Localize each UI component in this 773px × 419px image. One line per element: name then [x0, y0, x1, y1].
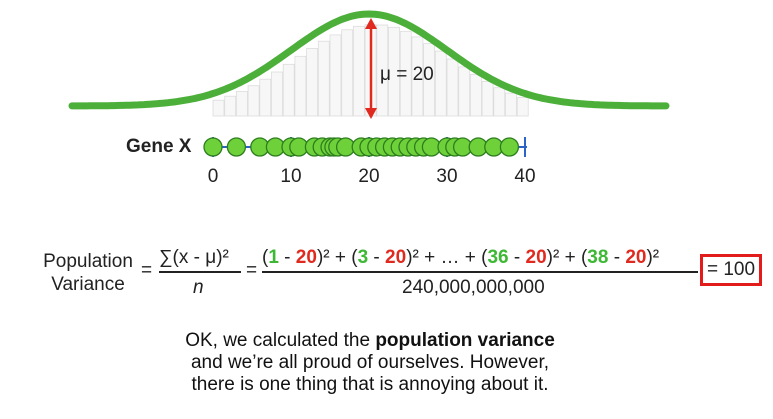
histogram-bar	[434, 50, 447, 117]
histogram-bar	[388, 26, 400, 117]
histogram-bar	[329, 34, 342, 117]
mean-arrow-head-top	[365, 18, 377, 29]
gene-label: Gene X	[126, 136, 192, 157]
sample-dot	[499, 137, 520, 157]
histogram-bar	[458, 66, 471, 117]
histogram-bar	[411, 36, 424, 117]
histogram-bar	[376, 24, 389, 117]
histogram-bar	[224, 95, 237, 117]
symbolic-numerator: ∑(x - μ)²	[159, 247, 229, 268]
expanded-numerator: (1 - 20)² + (3 - 20)² + … + (36 - 20)² +…	[262, 247, 660, 268]
equals-sign-1: =	[141, 260, 153, 281]
histogram-bar	[317, 40, 330, 117]
mean-arrow-head-bottom	[365, 108, 377, 119]
symbolic-fraction-bar	[159, 271, 241, 273]
histogram-bar	[399, 30, 412, 117]
histogram-bar	[505, 92, 517, 117]
axis-tick-label: 0	[208, 166, 219, 187]
histogram-bar	[271, 71, 283, 117]
symbolic-denominator: n	[193, 277, 204, 298]
axis-tick-label: 30	[436, 166, 457, 187]
equals-sign-2: =	[246, 260, 258, 281]
histogram-bar	[493, 87, 506, 117]
variance-result-box: = 100	[700, 254, 762, 286]
caption-text: OK, we calculated the population varianc…	[185, 330, 555, 395]
histogram-bar	[259, 78, 272, 117]
histogram-bar	[469, 74, 482, 117]
distribution-figure: μ = 20 Gene X 0 10 20 30 40	[68, 10, 670, 187]
axis-tick-label: 10	[280, 166, 301, 187]
axis-tick-label: 20	[358, 166, 379, 187]
histogram-bar	[212, 99, 225, 117]
mean-label: μ = 20	[380, 64, 434, 85]
histogram-bar	[294, 55, 307, 117]
normal-curve	[68, 10, 670, 110]
sample-dot	[226, 137, 247, 157]
histogram-bar	[481, 81, 494, 117]
histogram-bar	[423, 43, 436, 117]
lhs-line2: Variance	[51, 274, 125, 295]
histogram-bar	[352, 25, 365, 117]
histogram-bar	[516, 97, 529, 117]
lhs-line1: Population	[43, 251, 133, 272]
histogram-bar	[247, 85, 260, 117]
expanded-fraction-bar	[262, 271, 698, 273]
histogram-bar	[446, 58, 459, 117]
histogram-bar	[282, 63, 295, 117]
variance-result: = 100	[706, 259, 756, 280]
histogram-bar	[235, 91, 248, 117]
expanded-denominator: 240,000,000,000	[402, 277, 545, 298]
histogram-bar	[341, 29, 354, 117]
axis-tick-label: 40	[514, 166, 535, 187]
histogram-bar	[306, 48, 319, 117]
population-variance-label: Population Variance	[28, 250, 148, 296]
sample-dot	[203, 137, 223, 157]
sample-dots	[203, 137, 520, 157]
